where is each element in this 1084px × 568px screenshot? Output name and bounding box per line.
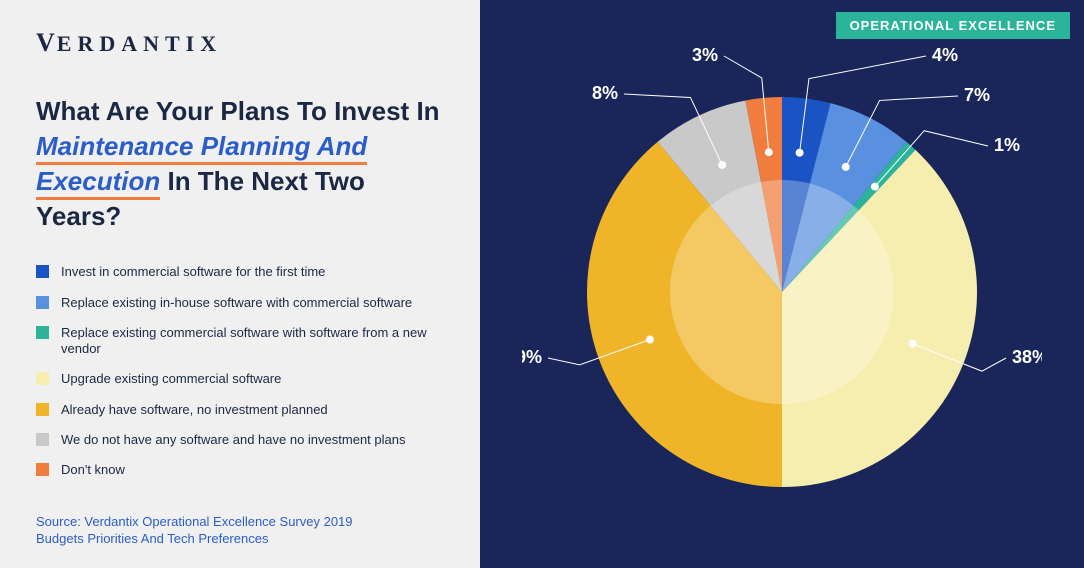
- pie-svg: 4% 7% 1% 38% 39% 8% 3%: [522, 32, 1042, 552]
- left-panel: VERDANTIX What Are Your Plans To Invest …: [0, 0, 480, 568]
- legend-swatch: [36, 463, 49, 476]
- legend-label: Upgrade existing commercial software: [61, 371, 281, 387]
- leader-dot: [842, 163, 850, 171]
- leader-dot: [871, 183, 879, 191]
- logo-v: V: [36, 28, 55, 57]
- legend-label: Invest in commercial software for the fi…: [61, 264, 325, 280]
- source-line-1: Source: Verdantix Operational Excellence…: [36, 513, 353, 531]
- leader-dot: [646, 336, 654, 344]
- leader-dot: [765, 148, 773, 156]
- legend-label: Replace existing in-house software with …: [61, 295, 412, 311]
- legend-swatch: [36, 296, 49, 309]
- title-pre: What Are Your Plans To Invest In: [36, 96, 440, 126]
- leader-dot: [718, 161, 726, 169]
- legend-item: Replace existing in-house software with …: [36, 295, 444, 311]
- logo-text: ERDANTIX: [57, 31, 222, 56]
- legend-item: Already have software, no investment pla…: [36, 402, 444, 418]
- legend-item: Replace existing commercial software wit…: [36, 325, 444, 358]
- pie-chart: 4% 7% 1% 38% 39% 8% 3%: [522, 32, 1042, 557]
- pie-inner-overlay: [670, 180, 894, 404]
- source-text: Source: Verdantix Operational Excellence…: [36, 513, 353, 548]
- legend-swatch: [36, 403, 49, 416]
- slice-pct-label: 8%: [592, 83, 618, 103]
- slice-pct-label: 1%: [994, 135, 1020, 155]
- leader-dot: [796, 149, 804, 157]
- source-line-2: Budgets Priorities And Tech Preferences: [36, 530, 353, 548]
- legend-label: Don't know: [61, 462, 125, 478]
- legend-item: Don't know: [36, 462, 444, 478]
- legend-label: We do not have any software and have no …: [61, 432, 405, 448]
- legend-swatch: [36, 433, 49, 446]
- logo: VERDANTIX: [36, 28, 444, 58]
- chart-title: What Are Your Plans To Invest In Mainten…: [36, 94, 444, 234]
- slice-pct-label: 3%: [692, 45, 718, 65]
- legend: Invest in commercial software for the fi…: [36, 264, 444, 478]
- legend-item: We do not have any software and have no …: [36, 432, 444, 448]
- slice-pct-label: 4%: [932, 45, 958, 65]
- legend-swatch: [36, 372, 49, 385]
- leader-dot: [909, 340, 917, 348]
- right-panel: OPERATIONAL EXCELLENCE 4%7%1%38%39%8%3%: [480, 0, 1084, 568]
- slice-pct-label: 38%: [1012, 347, 1042, 367]
- legend-swatch: [36, 265, 49, 278]
- slice-pct-label: 39%: [522, 347, 542, 367]
- legend-swatch: [36, 326, 49, 339]
- legend-item: Upgrade existing commercial software: [36, 371, 444, 387]
- legend-label: Already have software, no investment pla…: [61, 402, 328, 418]
- slice-pct-label: 7%: [964, 85, 990, 105]
- legend-label: Replace existing commercial software wit…: [61, 325, 444, 358]
- legend-item: Invest in commercial software for the fi…: [36, 264, 444, 280]
